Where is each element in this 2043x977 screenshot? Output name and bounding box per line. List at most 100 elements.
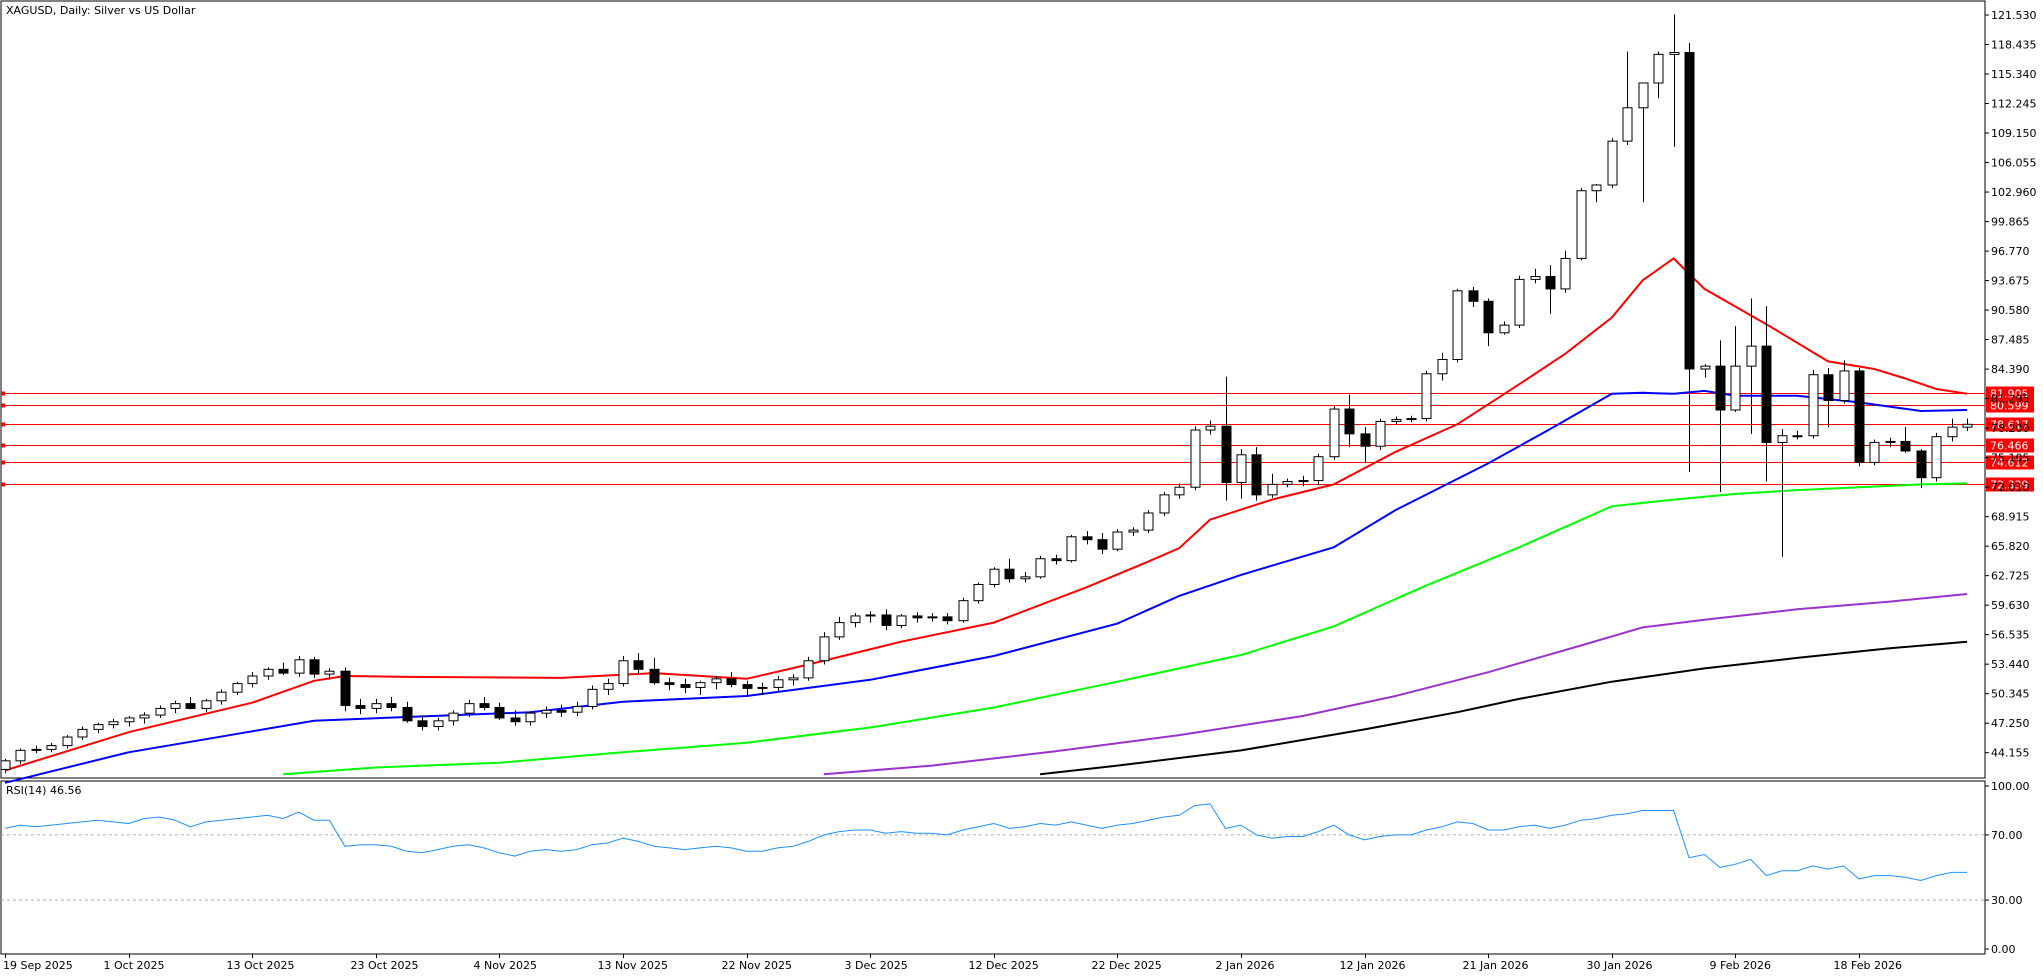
- candle: [1128, 527, 1139, 536]
- candle-body: [1576, 190, 1587, 259]
- candle: [757, 682, 768, 696]
- level-price-box: [1986, 477, 2034, 492]
- candle-body: [757, 686, 768, 689]
- candle: [1792, 430, 1803, 440]
- candle: [1020, 572, 1031, 583]
- candle: [1112, 529, 1123, 552]
- price-tick-label: 44.155: [1991, 747, 2030, 760]
- level-price-label: 78.617: [1990, 419, 2029, 432]
- candle-body: [773, 679, 784, 688]
- candle: [1406, 415, 1417, 423]
- candle-body: [1560, 257, 1571, 290]
- candle-body: [1499, 324, 1510, 334]
- candle-body: [1159, 494, 1170, 514]
- candle: [464, 699, 475, 717]
- candle: [1530, 268, 1541, 284]
- moving-average-line: [4, 257, 1968, 772]
- price-tick-label: 87.485: [1991, 334, 2030, 347]
- candle: [1684, 42, 1695, 472]
- candle-body: [1530, 276, 1541, 280]
- candle: [1560, 250, 1571, 293]
- chart-title: XAGUSD, Daily: Silver vs US Dollar: [6, 4, 196, 17]
- price-tick-label: 93.675: [1991, 275, 2030, 288]
- level-marker: [1, 403, 5, 408]
- rsi-tick-label: 30.00: [1991, 894, 2023, 907]
- candle-body: [355, 705, 366, 709]
- price-tick-label: 50.345: [1991, 688, 2030, 701]
- candle-body: [664, 682, 675, 686]
- price-tick-label: 109.150: [1991, 127, 2037, 140]
- candle: [1205, 420, 1216, 435]
- candle-body: [1792, 435, 1803, 438]
- level-price-label: 80.599: [1990, 400, 2029, 413]
- candle: [201, 698, 212, 713]
- price-panel: XAGUSD, Daily: Silver vs US Dollar: [0, 0, 1986, 779]
- candle: [1313, 453, 1324, 486]
- price-tick-label: 96.770: [1991, 245, 2030, 258]
- candle-body: [124, 717, 135, 723]
- date-tick-label: 4 Nov 2025: [474, 959, 537, 972]
- candle: [633, 653, 644, 675]
- candle-body: [371, 703, 382, 709]
- candle-body: [417, 720, 428, 728]
- candle-body: [927, 616, 938, 619]
- candle: [773, 675, 784, 692]
- candle-body: [958, 600, 969, 622]
- candle: [417, 715, 428, 731]
- candle-body: [1452, 290, 1463, 360]
- candle-body: [1112, 531, 1123, 550]
- level-price-box: [1986, 455, 2034, 470]
- level-marker: [1, 443, 5, 448]
- candle: [1391, 416, 1402, 425]
- candle-body: [1205, 425, 1216, 431]
- candle-body: [1514, 278, 1525, 326]
- candle-body: [695, 682, 706, 688]
- date-tick-label: 19 Sep 2025: [3, 959, 73, 972]
- candle-body: [201, 700, 212, 709]
- candle: [556, 704, 567, 717]
- candle: [340, 667, 351, 712]
- candle-body: [865, 614, 876, 617]
- candle-body: [185, 703, 196, 709]
- date-tick-label: 9 Feb 2026: [1710, 959, 1771, 972]
- candle-body: [711, 678, 722, 684]
- date-tick-label: 13 Nov 2025: [598, 959, 668, 972]
- candle-body: [1282, 481, 1293, 485]
- candle: [1267, 473, 1278, 498]
- candle: [510, 710, 521, 726]
- candle-body: [525, 712, 536, 723]
- candle: [216, 689, 227, 705]
- candle-body: [973, 583, 984, 602]
- level-price-label: 72.339: [1990, 479, 2029, 492]
- price-tick-label: 78.200: [1991, 422, 2030, 435]
- candle: [1143, 510, 1154, 533]
- candle-body: [1375, 420, 1386, 447]
- candle-body: [603, 683, 614, 690]
- candle-body: [216, 691, 227, 702]
- candle: [1375, 418, 1386, 451]
- candle-body: [1916, 450, 1927, 479]
- candle: [371, 698, 382, 714]
- price-panel-frame: [0, 0, 1986, 779]
- candle-body: [46, 745, 57, 750]
- moving-average-line: [1039, 640, 1968, 776]
- candle-body: [541, 709, 552, 714]
- candle-body: [1221, 425, 1232, 483]
- candle: [1344, 394, 1355, 448]
- candle-body: [1298, 480, 1309, 483]
- candle: [618, 655, 629, 687]
- price-tick-label: 56.535: [1991, 629, 2030, 642]
- level-price-label: 81.905: [1990, 388, 2029, 401]
- candle-body: [1329, 408, 1340, 458]
- candle: [108, 718, 119, 729]
- date-tick-label: 3 Dec 2025: [845, 959, 908, 972]
- candle-body: [93, 724, 104, 730]
- candle: [31, 745, 42, 754]
- candle-body: [1962, 423, 1973, 428]
- candle-body: [1468, 290, 1479, 302]
- price-tick-label: 72.010: [1991, 481, 2030, 494]
- candle: [603, 678, 614, 696]
- candle: [942, 613, 953, 625]
- candle-body: [1715, 365, 1726, 411]
